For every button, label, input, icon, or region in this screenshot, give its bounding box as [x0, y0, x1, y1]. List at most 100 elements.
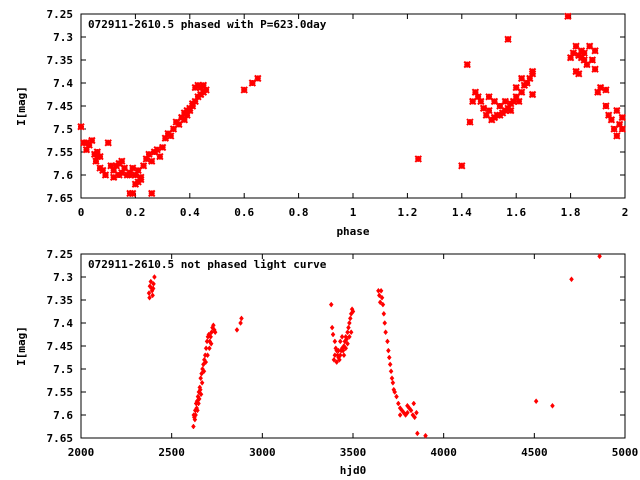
data-point [526, 74, 534, 83]
x-tick-label: 5000 [612, 446, 639, 459]
plot-title: 072911-2610.5 not phased light curve [88, 258, 327, 271]
data-point [381, 310, 387, 317]
data-point [148, 189, 156, 198]
y-tick-label: 7.5 [53, 123, 73, 136]
data-point [191, 423, 196, 430]
data-point [396, 400, 401, 407]
data-point [341, 352, 347, 359]
x-tick-label: 4000 [430, 446, 457, 459]
data-point [389, 375, 395, 382]
data-point [145, 150, 153, 159]
data-point [175, 120, 183, 129]
data-point [207, 345, 212, 352]
data-point [208, 333, 213, 340]
data-point [188, 102, 197, 110]
data-point [128, 164, 137, 172]
data-point [195, 407, 200, 414]
data-point [180, 116, 189, 124]
data-point [550, 402, 555, 409]
data-point [471, 88, 480, 96]
x-tick-label: 4500 [521, 446, 548, 459]
y-tick-label: 7.45 [47, 340, 74, 353]
data-point [412, 414, 417, 421]
data-point [602, 86, 610, 94]
data-point [411, 400, 417, 407]
data-point [408, 407, 414, 414]
data-point [147, 294, 152, 301]
data-point [337, 356, 342, 363]
y-tick-label: 7.4 [53, 317, 73, 330]
data-point [613, 132, 621, 140]
data-point [196, 395, 202, 402]
data-point [594, 88, 602, 96]
data-point [212, 329, 218, 336]
data-point [405, 402, 410, 409]
data-point [523, 79, 531, 87]
data-point [197, 386, 203, 393]
data-point [485, 93, 493, 101]
data-point [109, 166, 118, 175]
data-point [397, 412, 403, 418]
data-point [507, 106, 515, 115]
data-point [248, 79, 257, 87]
data-point [134, 178, 142, 186]
data-point [346, 324, 351, 331]
data-point [199, 379, 205, 386]
data-point [107, 162, 115, 170]
data-point [203, 345, 209, 352]
data-point [150, 285, 156, 292]
plot-frame [80, 253, 626, 439]
x-tick-label: 3500 [340, 446, 367, 459]
x-axis-title: hjd0 [340, 464, 367, 477]
data-point [347, 333, 352, 340]
data-point [330, 331, 336, 338]
data-point [394, 393, 399, 400]
data-point [379, 294, 385, 301]
data-point [153, 145, 161, 154]
data-point [517, 88, 526, 96]
data-point [347, 315, 353, 322]
data-point [577, 53, 586, 62]
data-point [99, 166, 107, 175]
data-point [156, 152, 164, 161]
data-point [198, 391, 204, 398]
data-point [209, 329, 214, 336]
data-point [148, 278, 154, 285]
data-point [382, 320, 388, 326]
x-tick-label: 0.2 [125, 206, 145, 219]
x-tick-label: 3000 [249, 446, 276, 459]
data-point [238, 320, 243, 326]
data-point [202, 86, 210, 94]
data-point [591, 65, 599, 73]
y-tick-label: 7.65 [47, 432, 74, 445]
x-axis-title: phase [336, 225, 369, 238]
data-point [199, 81, 208, 90]
y-axis-title: I[mag] [15, 86, 28, 126]
y-tick-label: 7.35 [47, 54, 74, 67]
data-point [533, 398, 539, 405]
data-point [618, 113, 626, 122]
y-tick-label: 7.6 [53, 409, 73, 422]
unphased-plot-panel: 2000 2500 3000 3500 4000 4500 5000 7.25 7.3 7.35 7… [15, 248, 638, 477]
data-point [193, 412, 198, 418]
data-point [392, 389, 398, 395]
data-point [332, 338, 338, 345]
data-point [528, 90, 537, 99]
y-tick-label: 7.55 [47, 146, 74, 159]
data-point [191, 97, 199, 106]
x-tick-label: 1.4 [452, 206, 472, 219]
data-point [152, 274, 157, 280]
data-point [583, 60, 591, 69]
data-point [93, 152, 102, 161]
data-point [340, 347, 346, 354]
x-tick-label: 1.8 [561, 206, 581, 219]
y-tick-label: 7.5 [53, 363, 73, 376]
data-point [485, 106, 493, 115]
data-point [615, 120, 624, 129]
data-point [211, 322, 216, 329]
data-point [329, 324, 335, 331]
data-point [415, 430, 420, 437]
data-point [509, 97, 518, 106]
data-point [613, 106, 621, 115]
data-point [569, 276, 574, 283]
